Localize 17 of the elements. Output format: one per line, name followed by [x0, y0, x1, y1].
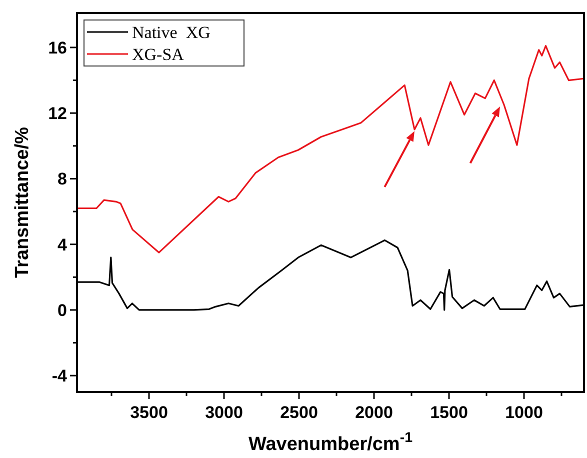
y-tick-label: 8 [58, 170, 67, 189]
x-tick-label: 2500 [280, 403, 318, 422]
x-tick-label: 2000 [355, 403, 393, 422]
y-tick-label: 12 [48, 104, 67, 124]
x-tick-label: 3500 [130, 403, 168, 422]
y-tick-label: -4 [52, 366, 68, 386]
line-series [76, 45, 584, 254]
x-tick-label: 1000 [505, 403, 543, 422]
y-axis-title: Transmittance/% [12, 126, 33, 278]
y-tick-label: 16 [48, 38, 67, 58]
x-tick-label: 1500 [430, 403, 468, 422]
x-axis-title: Wavenumber/cm$^{-1}$ [248, 430, 413, 455]
y-tick-label: 4 [58, 235, 68, 254]
legend-label: XG-SA [132, 44, 185, 64]
legend-label: Native XG [132, 22, 210, 42]
x-tick-label: 3000 [205, 403, 243, 422]
y-tick-label: 0 [58, 300, 67, 320]
